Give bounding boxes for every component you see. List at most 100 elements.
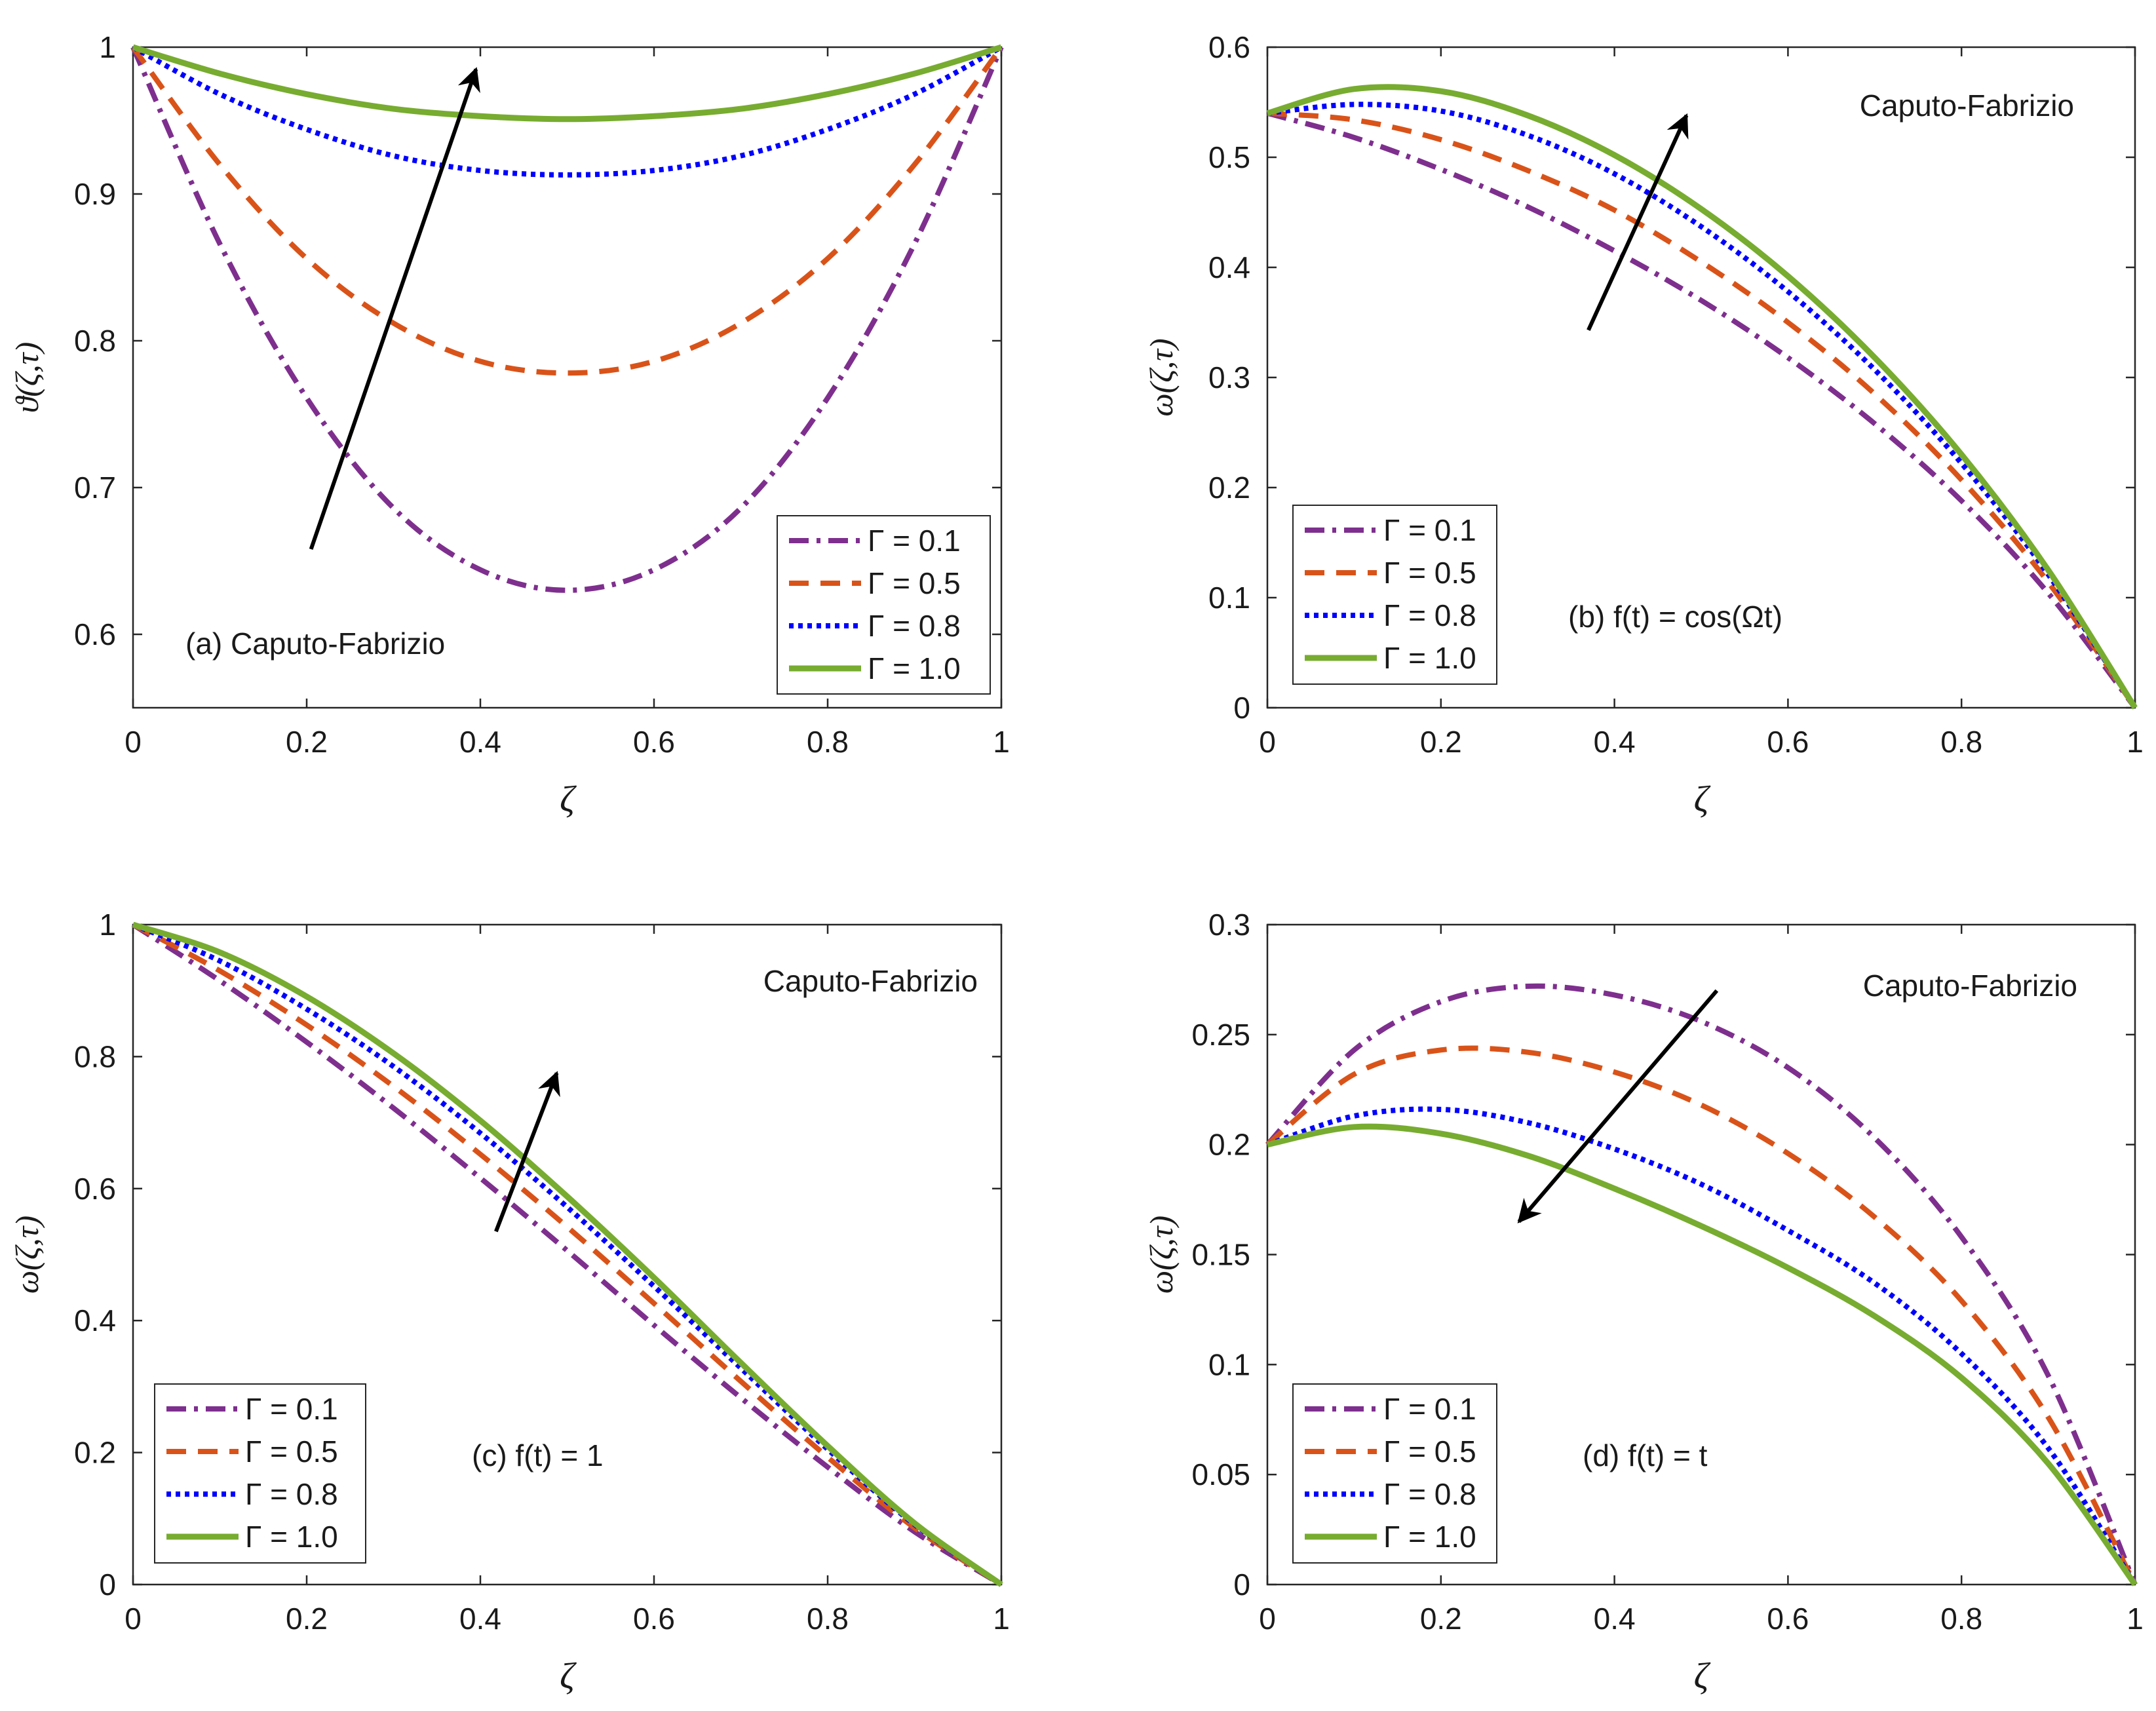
x-tick-label: 0.6 (633, 725, 675, 759)
annotation-text: (a) Caputo-Fabrizio (185, 626, 445, 661)
trend-arrow (309, 67, 480, 550)
legend-c: Γ = 0.1 Γ = 0.5 Γ = 0.8 Γ = 1.0 (154, 1383, 366, 1564)
y-tick-label: 0.05 (1191, 1457, 1250, 1491)
y-tick-label: 0.5 (1208, 140, 1250, 174)
x-tick-label: 0.8 (1940, 1602, 1982, 1636)
y-tick-label: 0.3 (1208, 908, 1250, 942)
series-line-d-0 (1265, 983, 2138, 1586)
x-tick-label: 0.8 (807, 725, 849, 759)
legend-label: Γ = 0.1 (1383, 513, 1476, 547)
annotation-text: Caputo-Fabrizio (763, 964, 978, 998)
y-tick-label: 0.8 (74, 324, 116, 358)
panel-d: 0 0.2 0.4 0.6 0.8 1 0 0.05 0.1 0.15 0.2 0.25 0.3 ζ ω(ζ… (1143, 908, 2144, 1697)
legend-label: Γ = 0.8 (1383, 1477, 1476, 1511)
y-tick-label: 0.7 (74, 471, 116, 505)
series-line-a-0 (130, 46, 1004, 593)
legend-label: Γ = 1.0 (245, 1520, 338, 1554)
y-axis-label: ω(ζ,τ) (1143, 338, 1180, 416)
legend-label: Γ = 0.5 (1383, 1434, 1476, 1469)
y-tick-label: 0.4 (74, 1303, 116, 1337)
legend-label: Γ = 1.0 (1383, 641, 1476, 675)
y-tick-label: 0 (1233, 691, 1250, 725)
x-axis-label: ζ (560, 1656, 577, 1697)
x-tick-label: 0.4 (1594, 725, 1636, 759)
x-tick-label: 0.6 (633, 1602, 675, 1636)
legend-label: Γ = 0.1 (1383, 1392, 1476, 1426)
y-tick-label: 0.2 (1208, 1128, 1250, 1162)
legend-box (777, 515, 991, 695)
series-line-b-3 (1266, 84, 2138, 710)
series-line-c-0 (131, 922, 1003, 1587)
y-tick-label: 0.3 (1208, 360, 1250, 394)
panel-a: 0 0.2 0.4 0.6 0.8 1 0.6 0.7 0.8 0.9 1 ζ ϑ(ζ,τ) (a) Ca… (9, 30, 1010, 820)
x-tick-label: 0.2 (286, 725, 328, 759)
legend-label: Γ = 0.8 (1383, 598, 1476, 632)
legend-label: Γ = 1.0 (868, 651, 961, 685)
y-tick-label: 1 (99, 908, 116, 942)
y-tick-label: 0.15 (1191, 1238, 1250, 1272)
y-tick-label: 0.1 (1208, 581, 1250, 615)
panel-c: 0 0.2 0.4 0.6 0.8 1 0 0.2 0.4 0.6 0.8 1 ζ ω(ζ,τ) Caput… (9, 908, 1010, 1697)
series-line-d-2 (1266, 1106, 2138, 1586)
trend-arrow (1587, 113, 1689, 332)
panel-b: 0 0.2 0.4 0.6 0.8 1 0 0.1 0.2 0.3 0.4 0.5 0.6 ζ ω(ζ,τ)… (1143, 30, 2144, 820)
legend-label: Γ = 0.8 (245, 1477, 338, 1511)
y-tick-label: 0.1 (1208, 1347, 1250, 1381)
annotation-text: Caputo-Fabrizio (1863, 969, 2077, 1003)
x-tick-label: 0.6 (1767, 725, 1809, 759)
y-axis-label: ω(ζ,τ) (9, 1216, 45, 1294)
legend-a: Γ = 0.1 Γ = 0.5 Γ = 0.8 Γ = 1.0 (777, 515, 991, 695)
series-line-b-1 (1267, 110, 2138, 710)
y-tick-label: 0.2 (1208, 471, 1250, 505)
y-axis-label: ϑ(ζ,τ) (9, 342, 45, 413)
series-line-a-3 (132, 44, 1003, 123)
x-tick-label: 0 (125, 725, 142, 759)
y-tick-label: 0 (99, 1567, 116, 1602)
y-tick-label: 0.6 (1208, 30, 1250, 64)
series-line-a-1 (130, 45, 1004, 376)
x-tick-label: 0.2 (1420, 1602, 1462, 1636)
series-line-b-0 (1266, 110, 2138, 710)
x-tick-label: 0.8 (1940, 725, 1982, 759)
x-tick-label: 0.2 (286, 1602, 328, 1636)
legend-label: Γ = 0.8 (868, 609, 961, 643)
legend-label: Γ = 0.5 (1383, 556, 1476, 590)
series-line-a-2 (132, 45, 1003, 178)
series-line-d-1 (1265, 1045, 2138, 1586)
x-tick-label: 0.4 (459, 1602, 501, 1636)
legend-label: Γ = 1.0 (1383, 1520, 1476, 1554)
annotation-text: Caputo-Fabrizio (1860, 88, 2074, 123)
x-tick-label: 0.2 (1420, 725, 1462, 759)
legend-label: Γ = 0.5 (868, 566, 961, 600)
y-tick-label: 0.25 (1191, 1018, 1250, 1052)
y-tick-label: 1 (99, 30, 116, 64)
x-tick-label: 1 (2127, 725, 2144, 759)
legend-label: Γ = 0.5 (245, 1434, 338, 1469)
x-tick-label: 0 (1259, 725, 1276, 759)
series-line-c-3 (132, 921, 1003, 1587)
legend-label: Γ = 0.1 (868, 524, 961, 558)
annotation-text: (d) f(t) = t (1583, 1438, 1708, 1472)
y-tick-label: 0.8 (74, 1039, 116, 1073)
annotation-text: (b) f(t) = cos(Ωt) (1568, 600, 1782, 634)
x-tick-label: 0.6 (1767, 1602, 1809, 1636)
trend-arrow (494, 1071, 560, 1233)
x-tick-label: 1 (2127, 1602, 2144, 1636)
legend-box (1292, 505, 1497, 685)
legend-b: Γ = 0.1 Γ = 0.5 Γ = 0.8 Γ = 1.0 (1292, 505, 1497, 685)
series-line-d-3 (1267, 1123, 2138, 1586)
x-tick-label: 1 (993, 1602, 1010, 1636)
y-tick-label: 0.6 (74, 1172, 116, 1206)
x-tick-label: 0.4 (1594, 1602, 1636, 1636)
x-tick-label: 1 (993, 725, 1010, 759)
series-line-c-1 (132, 922, 1003, 1587)
x-tick-label: 0.4 (459, 725, 501, 759)
x-tick-label: 0 (125, 1602, 142, 1636)
legend-box (154, 1383, 366, 1564)
trend-arrow (1517, 989, 1719, 1223)
legend-label: Γ = 0.1 (245, 1392, 338, 1426)
series-line-b-2 (1267, 102, 2138, 710)
y-axis-label: ω(ζ,τ) (1143, 1216, 1180, 1294)
legend-box (1292, 1383, 1497, 1564)
